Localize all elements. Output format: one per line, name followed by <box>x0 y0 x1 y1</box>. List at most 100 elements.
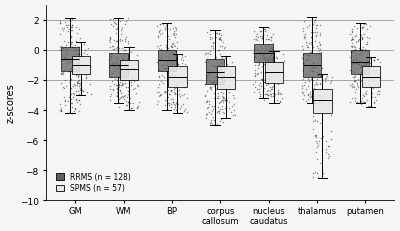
Point <box>76 92 82 96</box>
Point <box>226 84 233 88</box>
Point <box>220 96 226 100</box>
Point <box>273 56 280 60</box>
Point <box>156 75 162 79</box>
Point <box>77 37 83 41</box>
Point <box>211 80 218 84</box>
Point <box>162 68 168 72</box>
Point <box>218 34 224 37</box>
Point <box>308 43 314 47</box>
Point <box>307 70 314 74</box>
Point <box>269 59 275 63</box>
Point <box>71 83 77 87</box>
Point <box>354 82 360 85</box>
Point <box>261 98 267 102</box>
Point <box>375 90 381 94</box>
Point <box>76 53 82 57</box>
Point <box>318 67 325 71</box>
Point <box>352 48 359 52</box>
Point <box>308 36 314 40</box>
Point <box>60 40 67 44</box>
Point <box>88 92 94 96</box>
Point <box>352 75 358 78</box>
Point <box>156 91 162 94</box>
Point <box>60 86 67 90</box>
Point <box>308 78 314 82</box>
Point <box>356 63 362 66</box>
Point <box>207 81 214 85</box>
Point <box>162 89 168 93</box>
Point <box>273 50 279 54</box>
Point <box>62 104 68 107</box>
Point <box>317 90 323 94</box>
Point <box>107 41 113 45</box>
Point <box>375 58 382 61</box>
Point <box>348 39 354 43</box>
Point <box>156 69 163 73</box>
Point <box>362 82 368 85</box>
Point <box>202 94 208 97</box>
Point <box>170 66 177 70</box>
Point <box>317 34 323 37</box>
Point <box>76 85 82 89</box>
Point <box>252 56 259 60</box>
Point <box>361 61 368 64</box>
Point <box>108 75 114 79</box>
Point <box>66 41 73 45</box>
Point <box>156 24 163 27</box>
Point <box>250 52 257 55</box>
Point <box>311 87 318 91</box>
Point <box>107 46 114 49</box>
Point <box>170 27 176 31</box>
Point <box>226 101 232 104</box>
Point <box>69 71 75 75</box>
Point <box>359 97 366 101</box>
Point <box>170 32 177 35</box>
Point <box>359 27 365 30</box>
Point <box>118 47 125 51</box>
Point <box>300 48 307 52</box>
Point <box>208 64 214 67</box>
Point <box>316 122 323 125</box>
Point <box>170 33 177 37</box>
Point <box>110 88 116 91</box>
Point <box>219 99 226 103</box>
Point <box>168 90 174 93</box>
Point <box>315 47 321 51</box>
Point <box>114 91 120 95</box>
Point <box>212 56 219 59</box>
Point <box>217 53 223 57</box>
Point <box>353 88 359 91</box>
Point <box>212 67 219 71</box>
Point <box>216 77 222 81</box>
Point <box>357 73 363 76</box>
Point <box>74 68 80 72</box>
Point <box>256 62 262 65</box>
Point <box>112 65 118 68</box>
Point <box>258 45 264 49</box>
Point <box>258 30 264 34</box>
Point <box>109 72 115 76</box>
Point <box>114 95 120 98</box>
Point <box>259 78 266 82</box>
Point <box>118 39 125 42</box>
Point <box>107 37 113 41</box>
Point <box>180 103 186 107</box>
Point <box>74 101 80 105</box>
Point <box>216 70 223 74</box>
Point <box>173 82 180 86</box>
Point <box>364 36 370 40</box>
Point <box>317 43 324 47</box>
Point <box>314 31 320 35</box>
Point <box>257 36 263 39</box>
Point <box>158 93 164 97</box>
Point <box>213 65 219 69</box>
Point <box>122 81 128 85</box>
Point <box>220 99 226 103</box>
Point <box>203 81 209 85</box>
Point <box>124 104 131 107</box>
Point <box>206 74 212 78</box>
Point <box>70 110 77 114</box>
Point <box>214 66 220 70</box>
Point <box>172 58 179 62</box>
Point <box>263 78 270 82</box>
